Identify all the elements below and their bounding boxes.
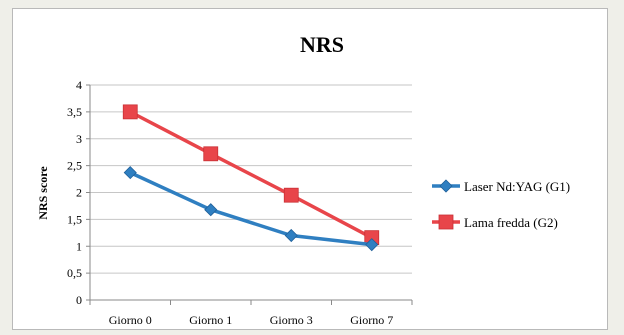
legend: Laser Nd:YAG (G1) Lama fredda (G2)	[432, 179, 570, 230]
series-line	[129, 110, 373, 240]
chart-title: NRS	[300, 32, 344, 57]
y-tick-label: 2	[76, 186, 82, 200]
y-tick-label: 0,5	[67, 266, 82, 280]
y-tick-label: 0	[76, 293, 82, 307]
chart-frame	[12, 8, 608, 330]
y-tick-label: 2,5	[67, 159, 82, 173]
x-tick-label: Giorno 0	[109, 313, 152, 327]
data-point-square	[122, 104, 138, 120]
y-tick-label: 3,5	[67, 105, 82, 119]
y-tick-label: 4	[76, 78, 82, 92]
data-point-square	[203, 146, 219, 162]
axis-layer: 0 0,5 1 1,5 2 2,5 3 3,5 4 Giorno 0 Giorno 1 Giorno …	[67, 78, 413, 327]
data-point-diamond	[204, 203, 218, 217]
x-tick-label: Giorno 3	[270, 313, 313, 327]
x-tick-label: Giorno 1	[189, 313, 232, 327]
data-point-square	[283, 187, 299, 203]
legend-label: Laser Nd:YAG (G1)	[464, 179, 570, 194]
data-point-square	[438, 214, 454, 230]
y-tick-label: 1,5	[67, 212, 82, 226]
y-axis-title: NRS score	[36, 166, 50, 220]
label-layer: NRS NRS score	[36, 32, 344, 220]
x-tick-label: Giorno 7	[350, 313, 393, 327]
series-line	[129, 171, 372, 247]
grid-layer	[90, 84, 412, 274]
legend-label: Lama fredda (G2)	[464, 215, 558, 230]
data-point-diamond	[439, 179, 453, 193]
data-point-diamond	[284, 228, 298, 243]
y-tick-label: 1	[76, 239, 82, 253]
data-point-diamond	[365, 238, 379, 252]
data-point-diamond	[123, 166, 137, 180]
series-layer	[122, 104, 380, 252]
y-tick-label: 3	[76, 132, 82, 146]
